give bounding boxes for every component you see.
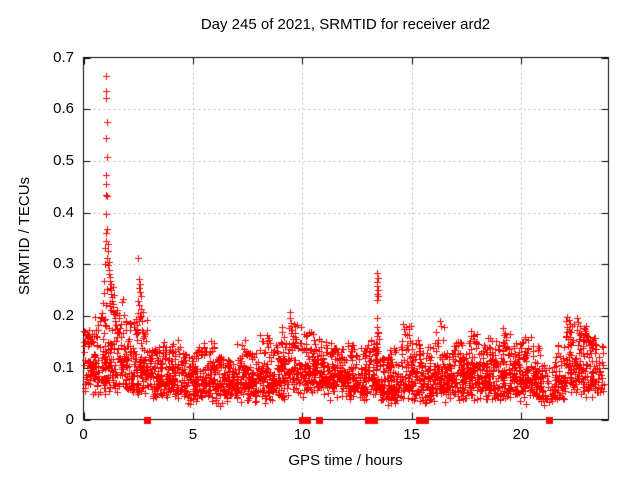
x-tick-label: 20 [512,426,530,443]
x-tick-label: 10 [293,426,311,443]
x-tick-label: 0 [79,426,88,443]
y-axis-label: SRMTID / TECUs [16,176,33,296]
y-tick-label: 0.5 [53,151,74,169]
x-tick-label: 5 [188,426,198,443]
y-tick-label: 0.2 [53,307,74,325]
chart-title: Day 245 of 2021, SRMTID for receiver ard… [200,16,491,33]
y-tick-label: 0 [65,410,74,428]
y-tick-label: 0.6 [53,100,74,118]
x-tick-label: 15 [403,426,420,443]
y-tick-label: 0.1 [53,358,74,376]
x-axis-label: GPS time / hours [288,452,403,469]
y-tick-label: 0.3 [53,255,74,273]
y-tick-label: 0.4 [53,203,74,221]
y-tick-label: 0.7 [53,48,74,66]
